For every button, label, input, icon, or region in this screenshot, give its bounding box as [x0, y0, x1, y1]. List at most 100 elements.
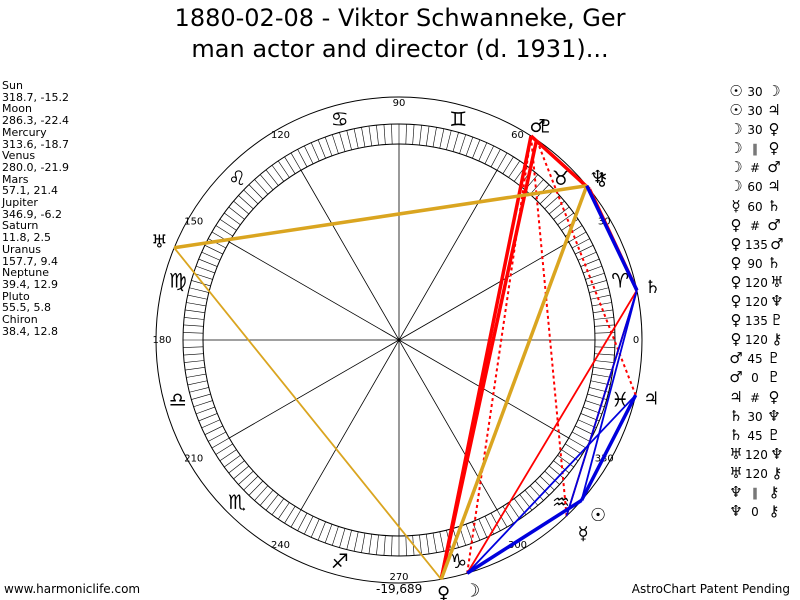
degree-tick [593, 366, 613, 371]
degree-tick [238, 195, 254, 210]
aspect-planet-glyph: ♀ [730, 330, 742, 349]
aspect-line [580, 394, 638, 502]
aspect-line [565, 290, 638, 517]
degree-tick [259, 174, 274, 191]
aspect-line [173, 184, 588, 250]
degree-tick [425, 534, 430, 554]
degree-tick [593, 317, 614, 320]
degree-tick [185, 309, 205, 314]
degree-tick [310, 142, 320, 162]
degree-tick [219, 449, 237, 462]
degree-tick [201, 419, 221, 429]
degree-label: 270 [389, 572, 408, 583]
degree-tick [591, 373, 612, 378]
planet-position: 346.9, -6.2 [2, 207, 62, 221]
degree-tick [484, 145, 494, 164]
zodiac-sign-glyph: ♌ [228, 166, 246, 190]
aspect-row: ♆ ∥ ⚷ [727, 483, 800, 502]
degree-tick [290, 152, 302, 171]
aspect-line [439, 139, 539, 580]
aspect-value: 45 [747, 352, 763, 367]
degree-tick [539, 475, 555, 491]
degree-tick [228, 206, 245, 220]
degree-tick [432, 127, 437, 148]
outer-ring [155, 96, 643, 584]
degree-tick [439, 531, 445, 552]
aspect-value: 0 [751, 505, 759, 520]
degree-tick [465, 136, 474, 156]
aspect-row: ♆ 0 ⚷ [727, 502, 800, 521]
degree-label: 0 [633, 335, 639, 346]
aspect-planet-glyph: ♇ [767, 425, 781, 444]
degree-tick [193, 400, 213, 408]
aspect-planet-glyph: ♆ [729, 502, 743, 521]
degree-tick [324, 136, 333, 156]
degree-tick [271, 165, 285, 182]
aspect-planet-glyph: ♅ [770, 272, 784, 291]
degree-tick [277, 160, 290, 178]
aspect-value: # [749, 161, 761, 176]
aspect-planet-glyph: ♂ [729, 368, 743, 387]
degree-tick [590, 294, 611, 300]
degree-tick [432, 532, 437, 553]
aspect-value: 120 [745, 466, 768, 481]
aspect-line [529, 134, 591, 191]
degree-label: 60 [511, 130, 524, 141]
degree-tick [208, 238, 227, 249]
house-spoke [229, 241, 569, 439]
aspect-line [466, 135, 532, 574]
degree-tick [490, 512, 501, 531]
degree-tick [277, 502, 290, 520]
planet-glyph: ☉ [590, 505, 606, 526]
degree-tick [585, 272, 605, 280]
aspect-planet-glyph: ♀ [768, 387, 780, 406]
aspect-planet-glyph: ☽ [767, 82, 781, 100]
degree-tick [271, 498, 285, 515]
degree-label: 150 [184, 217, 203, 228]
degree-tick [571, 431, 590, 442]
aspect-row: ♀ 135 ♂ [727, 235, 800, 254]
planet-position: 157.7, 9.4 [2, 254, 58, 268]
aspect-planet-glyph: ♆ [729, 482, 743, 501]
degree-tick [183, 353, 204, 356]
degree-tick [304, 516, 314, 535]
aspect-value: 30 [747, 123, 763, 138]
aspect-line [529, 135, 568, 517]
degree-tick [224, 212, 241, 226]
degree-tick [465, 524, 474, 544]
degree-tick [502, 506, 514, 524]
degree-label: 300 [508, 540, 527, 551]
aspect-planet-glyph: ♅ [729, 444, 743, 463]
degree-tick [391, 124, 393, 145]
aspect-planet-glyph: ♄ [729, 406, 743, 425]
degree-tick [331, 134, 339, 154]
aspect-planet-glyph: ♀ [768, 139, 780, 158]
degree-tick [577, 251, 597, 261]
degree-tick [391, 535, 393, 556]
degree-tick [353, 531, 359, 552]
aspect-line [466, 499, 583, 574]
planet-position: 38.4, 12.8 [2, 324, 58, 338]
aspect-planet-glyph: ♀ [730, 234, 742, 253]
aspect-value: 90 [747, 256, 763, 271]
degree-tick [496, 509, 508, 528]
degree-tick [502, 156, 514, 174]
aspect-value: 30 [747, 104, 763, 119]
degree-tick [459, 134, 467, 154]
aspect-row: ♂ 45 ♇ [727, 349, 800, 368]
aspect-planet-glyph: ♀ [730, 292, 742, 311]
degree-tick [184, 360, 205, 363]
degree-tick [228, 460, 245, 474]
aspect-value: 135 [745, 237, 768, 252]
degree-tick [346, 530, 352, 550]
planet-glyph: ♅ [151, 232, 167, 253]
aspect-value: ∥ [752, 142, 758, 157]
planet-name: Saturn [2, 219, 39, 233]
aspect-value: 0 [751, 371, 759, 386]
degree-tick [580, 258, 600, 267]
aspect-planet-glyph: ♅ [729, 463, 743, 482]
degree-tick [238, 470, 254, 485]
planet-name: Mercury [2, 125, 47, 139]
degree-tick [310, 518, 320, 538]
